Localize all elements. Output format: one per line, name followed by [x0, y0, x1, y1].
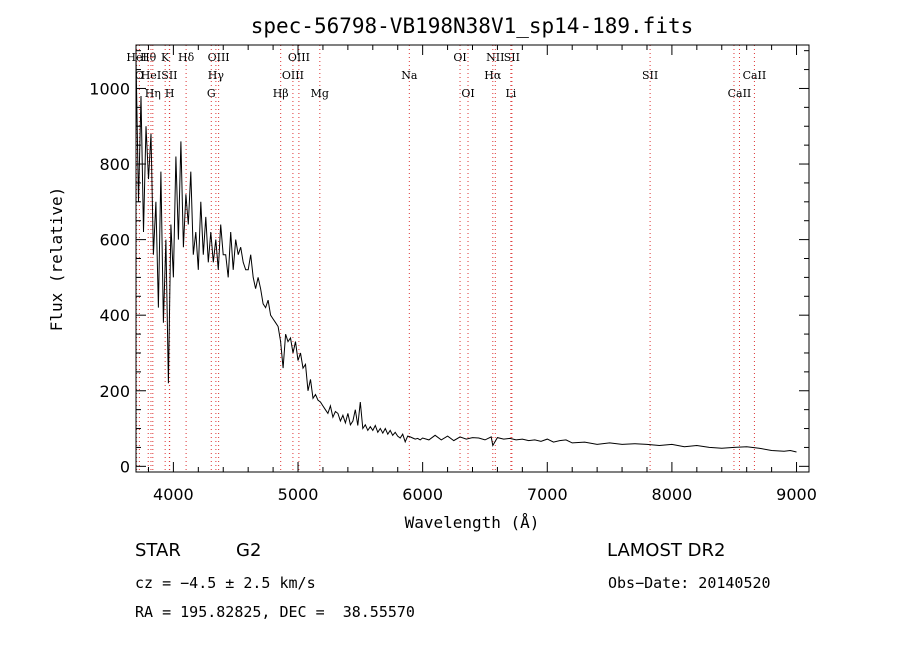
- y-tick-label: 200: [99, 382, 130, 401]
- x-axis-label: Wavelength (Å): [405, 513, 540, 532]
- y-tick-label: 600: [99, 231, 130, 250]
- line-marker-label: SII: [642, 69, 658, 82]
- x-tick-label: 9000: [776, 485, 817, 504]
- obs-date: Obs−Date: 20140520: [608, 574, 771, 592]
- line-marker-label: OI: [461, 87, 474, 100]
- coordinates: RA = 195.82825, DEC = 38.55570: [135, 603, 415, 621]
- survey-label: LAMOST DR2: [607, 540, 726, 561]
- line-marker-label: O: [135, 69, 144, 82]
- plot-frame: [135, 44, 810, 473]
- line-marker-label: G: [207, 87, 216, 100]
- y-tick-label: 1000: [89, 79, 130, 98]
- line-marker-label: NII: [486, 51, 504, 64]
- line-marker-label: Hβ: [273, 87, 289, 100]
- y-tick-label: 400: [99, 306, 130, 325]
- line-marker-label: K: [161, 51, 170, 64]
- line-marker-label: HeI: [126, 51, 146, 64]
- y-tick-label: 800: [99, 155, 130, 174]
- line-marker-label: CaII: [728, 87, 752, 100]
- x-tick-label: 6000: [402, 485, 443, 504]
- line-marker-label: SII: [504, 51, 520, 64]
- line-marker-label: SII: [161, 69, 177, 82]
- line-marker-label: OIII: [282, 69, 304, 82]
- line-marker-label: Hδ: [178, 51, 195, 64]
- line-marker-label: Hγ: [208, 69, 225, 82]
- axes: 4000 5000 6000 7000 8000 9000 0 200 400 600 800 100…: [89, 45, 817, 504]
- line-marker-label: Hα: [484, 69, 502, 82]
- line-marker-label: Li: [505, 87, 516, 100]
- line-marker-label: Hη: [145, 87, 161, 100]
- line-marker-label: CaII: [743, 69, 767, 82]
- x-tick-label: 4000: [153, 485, 194, 504]
- line-marker-label: HeI: [141, 69, 161, 82]
- line-marker-label: Mg: [311, 87, 329, 100]
- x-tick-label: 8000: [652, 485, 693, 504]
- y-tick-label: 0: [120, 457, 130, 476]
- line-marker-label: OIII: [288, 51, 310, 64]
- x-tick-label: 5000: [278, 485, 319, 504]
- spectrum-series: [135, 58, 797, 453]
- object-subclass: G2: [236, 540, 262, 561]
- line-marker-label: Hθ: [140, 51, 157, 64]
- chart-title: spec-56798-VB198N38V1_sp14-189.fits: [251, 14, 694, 38]
- x-tick-label: 7000: [527, 485, 568, 504]
- redshift-text: cz = −4.5 ± 2.5 km/s: [135, 574, 316, 592]
- spectrum-line: [135, 58, 797, 453]
- line-marker-label: H: [165, 87, 175, 100]
- line-marker-label: OI: [453, 51, 466, 64]
- object-class: STAR: [135, 540, 181, 561]
- y-axis-label: Flux (relative): [47, 187, 66, 332]
- line-marker-label: Na: [401, 69, 418, 82]
- line-marker-label: OIII: [208, 51, 230, 64]
